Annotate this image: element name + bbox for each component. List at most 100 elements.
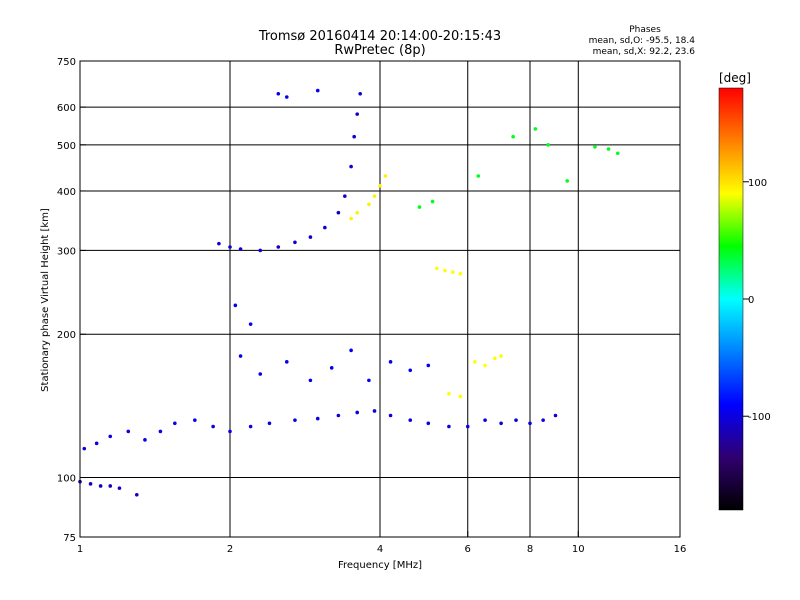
- data-point: [88, 482, 93, 486]
- data-point: [284, 95, 289, 99]
- grid-lines: [80, 61, 680, 537]
- data-point: [336, 210, 341, 215]
- x-tick-label: 6: [465, 544, 471, 555]
- data-point: [228, 245, 232, 249]
- data-point: [499, 354, 503, 358]
- data-point: [98, 484, 103, 488]
- y-tick-label: 750: [57, 57, 76, 68]
- data-point: [553, 413, 558, 418]
- data-point: [158, 429, 163, 434]
- data-point: [248, 322, 253, 326]
- data-point: [426, 363, 431, 368]
- data-point: [336, 413, 341, 418]
- data-point: [248, 424, 253, 429]
- data-point: [323, 225, 327, 230]
- data-point: [546, 143, 550, 147]
- data-point: [126, 429, 131, 434]
- data-point: [451, 270, 455, 275]
- data-point: [349, 348, 353, 353]
- data-point: [358, 91, 362, 96]
- data-point: [143, 438, 147, 442]
- stats-x-line: mean, sd,X: 92.2, 23.6: [593, 47, 696, 57]
- y-tick-label: 500: [57, 141, 76, 152]
- y-tick-label: 100: [57, 474, 76, 485]
- data-point: [541, 418, 545, 422]
- x-tick-label: 1: [77, 544, 83, 555]
- data-point: [476, 174, 481, 178]
- colorbar-ticks: 100 0 -100: [743, 178, 771, 423]
- data-point: [258, 372, 263, 376]
- data-point: [378, 184, 382, 188]
- chart-title: Tromsø 20160414 20:14:00-20:15:43: [258, 29, 501, 44]
- data-point: [117, 486, 122, 490]
- data-point: [267, 421, 272, 426]
- data-point: [355, 112, 359, 116]
- data-point: [238, 354, 243, 358]
- data-point: [606, 147, 611, 151]
- y-tick-label: 300: [57, 246, 76, 257]
- data-point: [355, 410, 359, 415]
- data-point: [228, 429, 232, 434]
- data-point: [193, 418, 197, 422]
- data-point: [383, 174, 388, 178]
- y-axis-label: Stationary phase Virtual Height [km]: [40, 208, 51, 392]
- data-point: [349, 164, 353, 169]
- data-point: [434, 266, 439, 271]
- data-point: [293, 418, 297, 422]
- data-point: [426, 421, 431, 426]
- data-point: [238, 247, 243, 251]
- data-point: [430, 199, 435, 204]
- data-point: [408, 418, 413, 422]
- data-point: [465, 424, 470, 429]
- data-point: [352, 134, 356, 139]
- data-point: [284, 360, 289, 364]
- colorbar-label: [deg]: [719, 71, 751, 85]
- colorbar-tick-label: -100: [748, 412, 771, 423]
- colorbar-tick-label: 0: [748, 295, 754, 306]
- data-point: [211, 424, 215, 429]
- data-point: [367, 202, 371, 207]
- data-point: [355, 210, 359, 215]
- data-point: [458, 394, 463, 399]
- data-point: [343, 194, 347, 198]
- data-point: [565, 179, 569, 183]
- data-point: [293, 240, 297, 245]
- data-point: [315, 416, 320, 421]
- data-point: [408, 368, 413, 373]
- axis-ticks: 1 2 4 6 8 10 16 75 100 200 300 400 500 600 750: [57, 57, 686, 555]
- colorbar-tick-label: 100: [748, 178, 767, 189]
- data-point: [134, 492, 139, 497]
- data-point: [276, 91, 281, 96]
- data-point: [372, 194, 377, 198]
- y-tick-label: 200: [57, 330, 76, 341]
- x-tick-label: 2: [227, 544, 233, 555]
- data-point: [217, 241, 221, 246]
- data-point: [528, 421, 532, 426]
- data-point: [473, 360, 477, 364]
- data-point: [483, 418, 487, 422]
- x-tick-label: 10: [572, 544, 585, 555]
- data-point: [82, 446, 87, 451]
- data-point: [443, 268, 447, 273]
- data-point: [329, 366, 334, 370]
- data-point: [308, 378, 313, 383]
- data-point: [233, 303, 238, 308]
- colorbar: [718, 87, 744, 511]
- data-point: [483, 363, 487, 368]
- data-point: [315, 88, 320, 93]
- data-point: [308, 235, 313, 239]
- data-points: [78, 88, 620, 497]
- data-point: [533, 127, 538, 131]
- data-point: [417, 205, 422, 209]
- stats-o-line: mean, sd,O: -95.5, 18.4: [589, 36, 696, 46]
- chart-subtitle: RwPretec (8p): [334, 43, 425, 58]
- x-tick-label: 16: [674, 544, 687, 555]
- data-point: [108, 484, 113, 488]
- data-point: [276, 245, 281, 249]
- y-tick-label: 400: [57, 187, 76, 198]
- y-tick-label: 600: [57, 103, 76, 114]
- data-point: [511, 134, 515, 139]
- x-tick-label: 8: [527, 544, 533, 555]
- data-point: [388, 413, 393, 418]
